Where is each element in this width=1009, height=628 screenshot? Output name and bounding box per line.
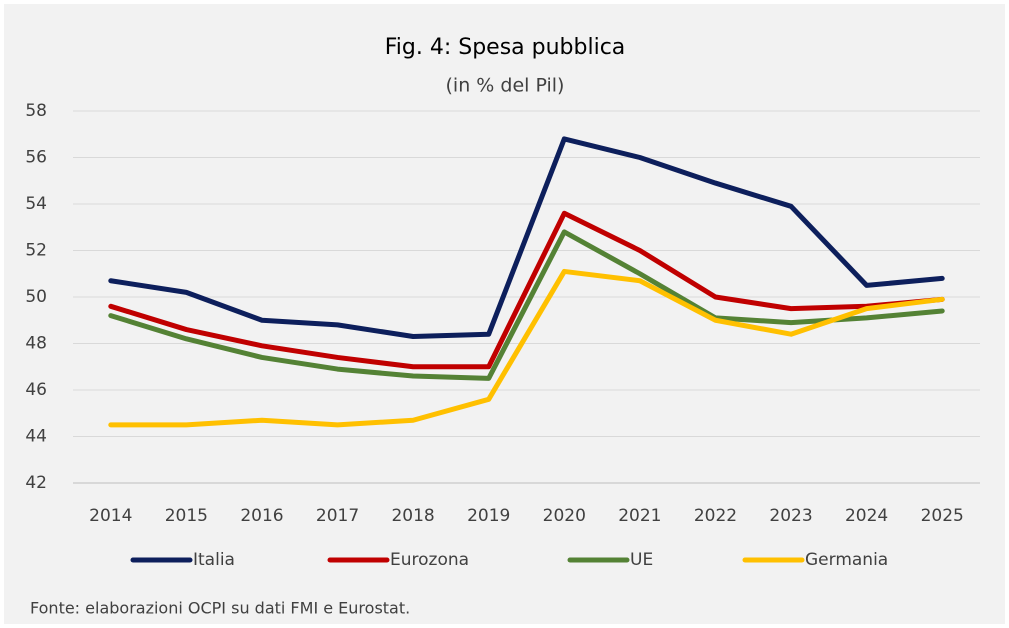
x-tick-label: 2025 xyxy=(921,506,964,526)
chart-background xyxy=(4,4,1005,624)
y-tick-label: 54 xyxy=(25,194,47,214)
legend-label: Eurozona xyxy=(390,550,469,570)
series-line xyxy=(108,268,945,428)
x-tick-label: 2019 xyxy=(467,506,510,526)
legend-label: UE xyxy=(630,550,653,570)
x-tick-label: 2020 xyxy=(543,506,586,526)
chart-subtitle: (in % del Pil) xyxy=(446,75,565,97)
y-tick-label: 44 xyxy=(25,427,47,447)
series-line xyxy=(108,136,945,340)
y-tick-label: 56 xyxy=(25,148,47,168)
y-tick-label: 48 xyxy=(25,334,47,354)
y-tick-label: 42 xyxy=(25,473,47,493)
y-tick-label: 52 xyxy=(25,241,47,261)
y-tick-label: 46 xyxy=(25,380,47,400)
legend-label: Italia xyxy=(193,550,235,570)
chart-title: Fig. 4: Spesa pubblica xyxy=(385,35,626,60)
y-tick-label: 50 xyxy=(25,287,47,307)
y-tick-label: 58 xyxy=(25,101,47,121)
x-tick-label: 2022 xyxy=(694,506,737,526)
x-tick-label: 2016 xyxy=(240,506,283,526)
x-tick-label: 2015 xyxy=(165,506,208,526)
source-note: Fonte: elaborazioni OCPI su dati FMI e E… xyxy=(30,599,410,618)
x-tick-label: 2017 xyxy=(316,506,359,526)
series-line xyxy=(108,210,945,370)
x-tick-label: 2018 xyxy=(391,506,434,526)
x-tick-label: 2024 xyxy=(845,506,888,526)
x-tick-label: 2021 xyxy=(618,506,661,526)
legend-label: Germania xyxy=(805,550,888,570)
x-tick-label: 2014 xyxy=(89,506,132,526)
x-tick-label: 2023 xyxy=(769,506,812,526)
series-line xyxy=(108,229,945,381)
